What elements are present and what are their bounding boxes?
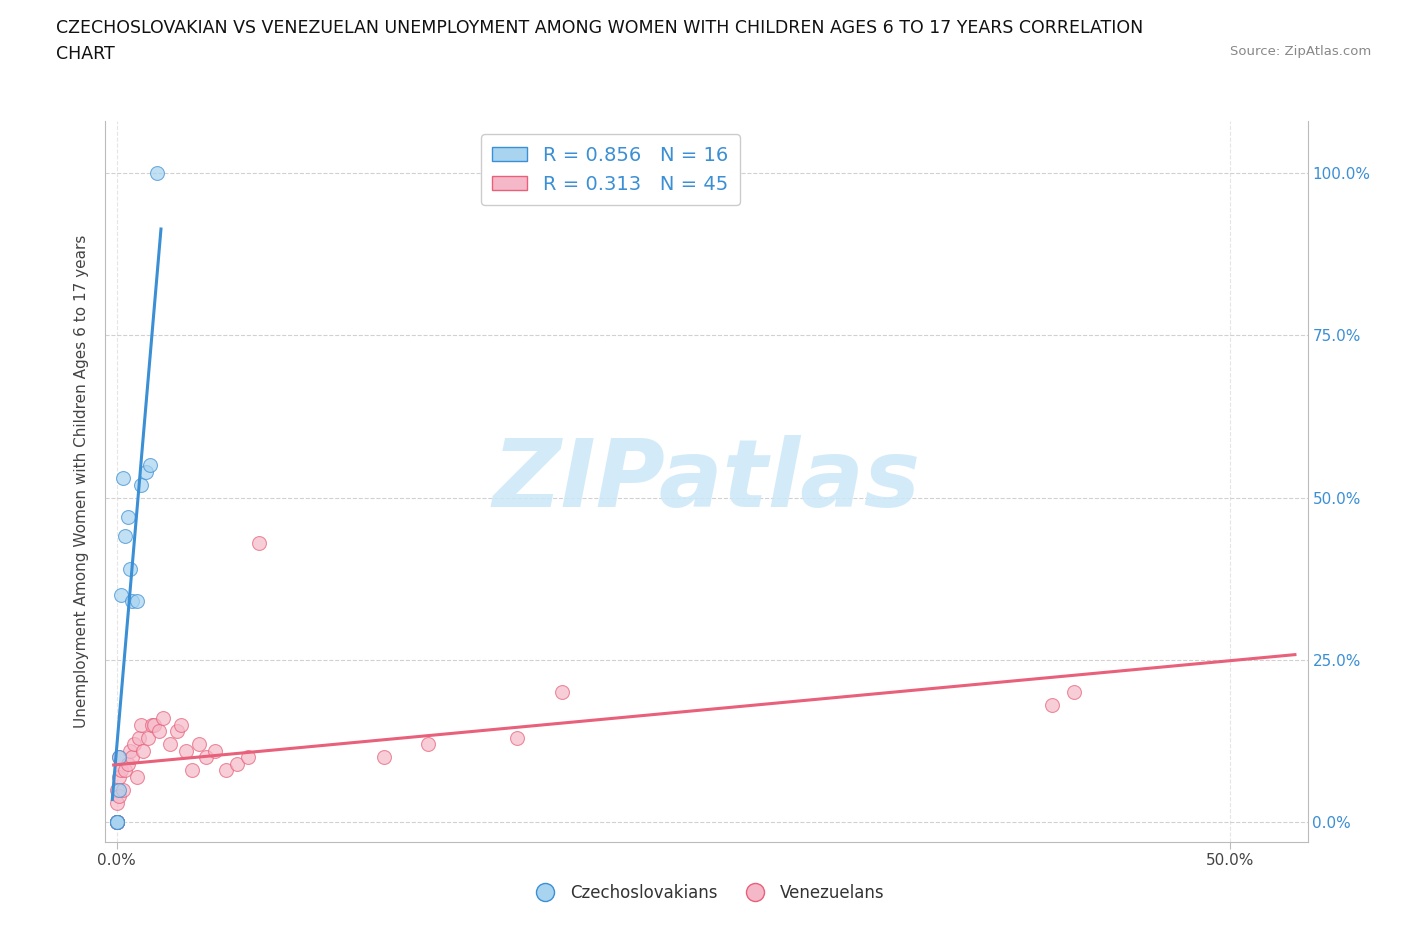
Point <box>118 562 141 577</box>
Point <box>108 769 131 784</box>
Point <box>105 815 128 830</box>
Point <box>108 782 131 797</box>
Point <box>105 795 128 810</box>
Point <box>136 730 159 745</box>
Text: ZIPatlas: ZIPatlas <box>492 435 921 527</box>
Text: Source: ZipAtlas.com: Source: ZipAtlas.com <box>1230 45 1371 58</box>
Point <box>194 750 217 764</box>
Point <box>105 815 128 830</box>
Point <box>174 743 197 758</box>
Point <box>105 782 128 797</box>
Point <box>110 588 132 603</box>
Point <box>129 477 152 492</box>
Point <box>214 763 236 777</box>
Legend: Czechoslovakians, Venezuelans: Czechoslovakians, Venezuelans <box>522 878 891 909</box>
Point <box>118 743 141 758</box>
Point <box>166 724 188 738</box>
Point <box>121 594 143 609</box>
Text: CHART: CHART <box>56 45 115 62</box>
Point <box>247 536 270 551</box>
Point <box>204 743 226 758</box>
Point <box>143 717 166 732</box>
Point <box>105 815 128 830</box>
Point <box>105 815 128 830</box>
Point <box>117 756 139 771</box>
Point <box>145 166 167 180</box>
Point <box>135 464 157 479</box>
Point <box>170 717 193 732</box>
Point <box>181 763 204 777</box>
Point <box>1063 684 1085 699</box>
Point <box>373 750 395 764</box>
Y-axis label: Unemployment Among Women with Children Ages 6 to 17 years: Unemployment Among Women with Children A… <box>75 234 90 728</box>
Point <box>506 730 529 745</box>
Point <box>148 724 170 738</box>
Point <box>105 815 128 830</box>
Point <box>551 684 574 699</box>
Point <box>112 782 135 797</box>
Point <box>124 737 146 751</box>
Point <box>225 756 247 771</box>
Point <box>1040 698 1063 712</box>
Text: CZECHOSLOVAKIAN VS VENEZUELAN UNEMPLOYMENT AMONG WOMEN WITH CHILDREN AGES 6 TO 1: CZECHOSLOVAKIAN VS VENEZUELAN UNEMPLOYME… <box>56 19 1143 36</box>
Point <box>236 750 259 764</box>
Point <box>117 510 139 525</box>
Point <box>159 737 181 751</box>
Point <box>114 529 136 544</box>
Point <box>132 743 155 758</box>
Point <box>112 471 135 485</box>
Point <box>105 815 128 830</box>
Point <box>129 717 152 732</box>
Point <box>110 763 132 777</box>
Point <box>125 594 148 609</box>
Point <box>187 737 211 751</box>
Point <box>105 815 128 830</box>
Point <box>152 711 174 725</box>
Point <box>108 789 131 804</box>
Point <box>141 717 163 732</box>
Point <box>108 750 131 764</box>
Point <box>108 750 131 764</box>
Point <box>121 750 143 764</box>
Point <box>105 815 128 830</box>
Point <box>125 769 148 784</box>
Point <box>418 737 440 751</box>
Point <box>139 458 162 472</box>
Point <box>105 815 128 830</box>
Point <box>128 730 150 745</box>
Point <box>114 763 136 777</box>
